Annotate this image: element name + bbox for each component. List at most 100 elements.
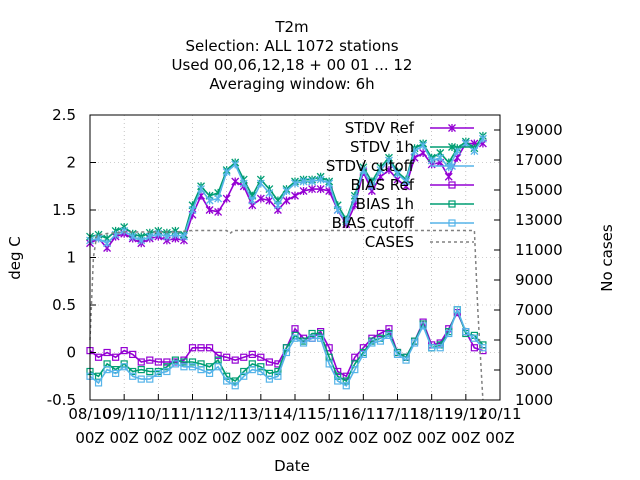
data-point — [205, 344, 214, 352]
data-point — [448, 181, 456, 189]
data-point — [162, 232, 171, 241]
data-point — [265, 358, 273, 366]
y2-axis-ticks: 1000 3000 5000 7000 9000 11000 13000 15000 17000… — [494, 121, 563, 409]
series-cases — [89, 229, 484, 401]
data-point — [223, 377, 231, 385]
data-point — [317, 329, 325, 338]
y2-tick-label: 19000 — [515, 121, 563, 139]
data-point — [316, 175, 325, 184]
x-tick-label-date: 15/11 — [308, 405, 351, 423]
data-point — [205, 196, 214, 205]
y-tick-label: 1.5 — [52, 201, 76, 219]
data-point — [478, 134, 487, 143]
y2-tick-label: 9000 — [515, 271, 553, 289]
data-point — [154, 358, 162, 366]
y2-tick-label: 1000 — [515, 391, 553, 409]
data-point — [342, 217, 351, 226]
data-point — [222, 168, 231, 176]
data-point — [256, 179, 265, 188]
x-tick-label-date: 12/11 — [205, 405, 248, 423]
data-point — [299, 339, 308, 347]
data-point — [376, 337, 385, 345]
data-point — [282, 348, 291, 357]
y-axis-ticks: -0.5 0 0.5 1 1.5 2 2.5 — [47, 106, 96, 409]
data-point — [367, 182, 376, 191]
data-point — [103, 348, 111, 357]
data-point — [453, 306, 461, 314]
data-point — [448, 200, 456, 208]
data-point — [137, 366, 145, 374]
data-point — [291, 334, 299, 342]
data-point — [308, 334, 316, 342]
legend-label: CASES — [365, 233, 414, 251]
data-point — [448, 124, 456, 132]
data-point — [470, 344, 478, 352]
x-tick-label-date: 09/11 — [103, 405, 146, 423]
data-point — [120, 347, 128, 355]
data-point — [376, 329, 385, 338]
y2-tick-label: 5000 — [515, 331, 553, 349]
data-point — [214, 351, 222, 359]
data-point — [368, 339, 376, 347]
data-point — [146, 367, 154, 376]
data-point — [163, 367, 171, 376]
data-point — [308, 177, 317, 186]
x-tick-label-date: 13/11 — [239, 405, 282, 423]
y2-tick-label: 3000 — [515, 361, 553, 379]
data-point — [231, 160, 240, 169]
data-point — [240, 367, 248, 376]
x-tick-label-date: 16/11 — [342, 405, 385, 423]
data-point — [291, 191, 299, 200]
data-point — [145, 232, 154, 241]
data-point — [120, 226, 129, 235]
data-point — [410, 147, 419, 156]
data-point — [453, 147, 462, 156]
data-point — [291, 325, 299, 333]
data-point — [231, 377, 239, 385]
data-point — [342, 382, 350, 390]
data-point — [214, 207, 223, 216]
data-point — [214, 356, 222, 364]
x-tick-label-date: 14/11 — [273, 405, 316, 423]
data-point — [154, 369, 162, 377]
data-point — [180, 363, 188, 371]
data-point — [351, 353, 359, 361]
data-point — [384, 156, 393, 165]
data-point — [265, 196, 274, 205]
y2-tick-label: 7000 — [515, 301, 553, 319]
data-point — [265, 188, 274, 197]
data-point — [448, 162, 456, 170]
y2-axis-label: No cases — [598, 224, 616, 292]
data-point — [137, 358, 145, 366]
data-point — [359, 166, 368, 175]
y-tick-label: 2 — [66, 154, 76, 172]
data-point — [137, 236, 146, 245]
y2-tick-label: 17000 — [515, 151, 563, 169]
legend-label: BIAS Ref — [350, 176, 414, 194]
y2-tick-label: 13000 — [515, 211, 563, 229]
data-point — [240, 372, 248, 380]
data-point — [428, 344, 436, 352]
data-point — [282, 187, 291, 195]
data-point — [197, 185, 206, 194]
x-tick-label-time: 00Z — [178, 429, 207, 447]
data-point — [410, 339, 419, 347]
data-point — [257, 367, 265, 376]
title-line: Used 00,06,12,18 + 00 01 ... 12 — [172, 56, 413, 74]
data-point — [222, 194, 231, 203]
data-point — [112, 369, 120, 377]
data-point — [188, 358, 197, 366]
data-point — [94, 379, 103, 387]
data-point — [325, 179, 334, 188]
data-point — [239, 179, 248, 188]
data-point — [470, 147, 479, 156]
data-point — [231, 382, 239, 390]
data-point — [248, 366, 256, 374]
data-point — [470, 334, 478, 342]
title-line: T2m — [274, 18, 308, 36]
data-point — [461, 139, 470, 148]
title-line: Selection: ALL 1072 stations — [185, 37, 398, 55]
data-point — [248, 350, 256, 358]
y-tick-label: -0.5 — [47, 391, 76, 409]
